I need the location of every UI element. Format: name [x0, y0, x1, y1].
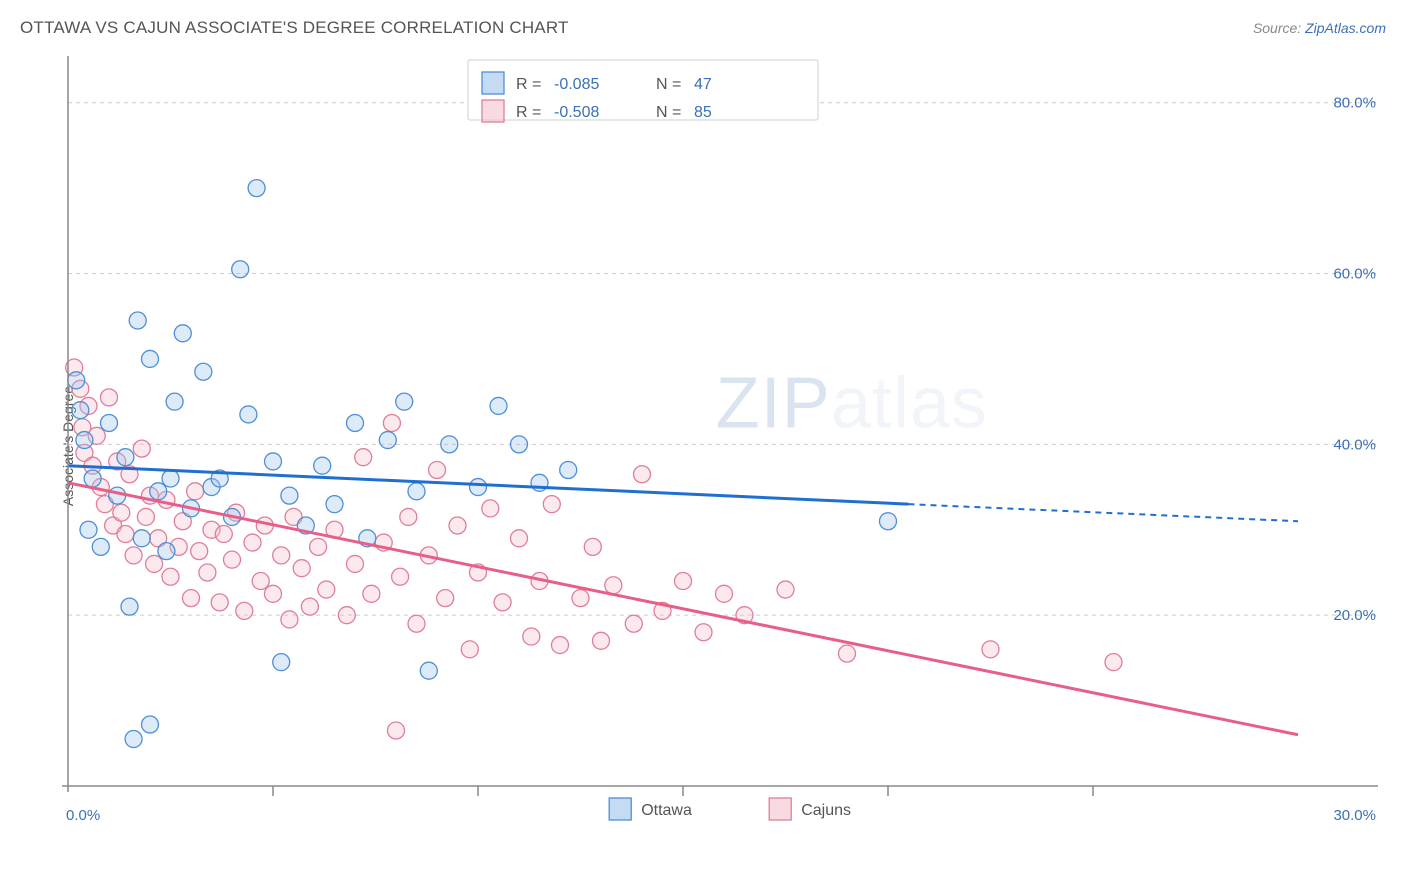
svg-text:R =: R =: [516, 76, 541, 93]
svg-text:85: 85: [694, 104, 712, 121]
svg-text:40.0%: 40.0%: [1333, 436, 1376, 453]
svg-text:30.0%: 30.0%: [1333, 807, 1376, 824]
svg-text:47: 47: [694, 76, 712, 93]
svg-text:ZIPatlas: ZIPatlas: [716, 363, 988, 443]
svg-text:N =: N =: [656, 76, 681, 93]
svg-text:-0.085: -0.085: [554, 76, 599, 93]
source-credit: Source: ZipAtlas.com: [1253, 20, 1386, 36]
svg-text:-0.508: -0.508: [554, 104, 599, 121]
chart-title: OTTAWA VS CAJUN ASSOCIATE'S DEGREE CORRE…: [20, 18, 569, 38]
svg-text:N =: N =: [656, 104, 681, 121]
svg-text:R =: R =: [516, 104, 541, 121]
chart-area: 20.0% 40.0% 60.0% 80.0% ZIPatlas 0.0% 30.0% R =…: [48, 52, 1384, 842]
legend-bottom: Ottawa Cajuns: [609, 798, 851, 820]
svg-text:Cajuns: Cajuns: [801, 802, 851, 819]
source-prefix: Source:: [1253, 20, 1305, 36]
source-link[interactable]: ZipAtlas.com: [1305, 20, 1386, 36]
legend-top: R = -0.085 N = 47 R = -0.508 N = 85: [468, 60, 818, 122]
svg-text:20.0%: 20.0%: [1333, 607, 1376, 624]
svg-text:80.0%: 80.0%: [1333, 95, 1376, 112]
svg-text:0.0%: 0.0%: [66, 807, 100, 824]
scatter-plot-svg: 20.0% 40.0% 60.0% 80.0% ZIPatlas 0.0% 30.0% R =…: [48, 52, 1384, 842]
svg-text:60.0%: 60.0%: [1333, 266, 1376, 283]
svg-text:Ottawa: Ottawa: [641, 802, 692, 819]
